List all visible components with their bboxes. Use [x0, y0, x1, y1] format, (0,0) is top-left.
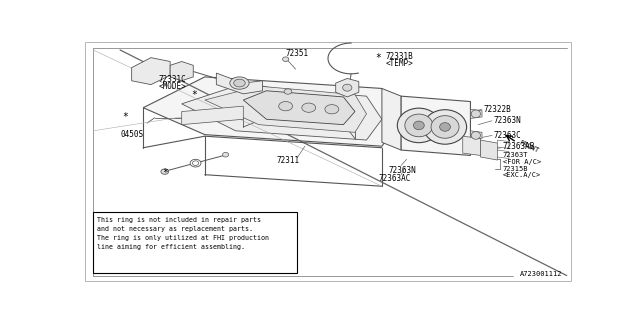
- Ellipse shape: [405, 114, 433, 137]
- Text: *: *: [163, 168, 168, 178]
- Polygon shape: [216, 73, 262, 94]
- Ellipse shape: [471, 110, 481, 118]
- Ellipse shape: [190, 159, 201, 167]
- Text: 72331B: 72331B: [386, 52, 413, 60]
- Polygon shape: [470, 109, 482, 118]
- Polygon shape: [463, 136, 481, 156]
- Polygon shape: [470, 131, 482, 140]
- Ellipse shape: [284, 89, 292, 94]
- Ellipse shape: [234, 79, 245, 87]
- Text: 72363AB: 72363AB: [503, 142, 535, 151]
- Text: FRONT: FRONT: [518, 139, 540, 153]
- Ellipse shape: [302, 103, 316, 112]
- Text: <TEMP>: <TEMP>: [386, 59, 413, 68]
- Polygon shape: [382, 88, 401, 150]
- Text: *: *: [192, 90, 198, 100]
- Text: 72331C: 72331C: [159, 75, 186, 84]
- Ellipse shape: [325, 105, 339, 114]
- Text: This ring is not included in repair parts
and not necessary as replacement parts: This ring is not included in repair part…: [97, 217, 269, 250]
- Polygon shape: [182, 86, 382, 140]
- Ellipse shape: [223, 152, 228, 157]
- Ellipse shape: [193, 161, 198, 165]
- Ellipse shape: [397, 108, 440, 143]
- Polygon shape: [132, 58, 170, 84]
- Polygon shape: [497, 150, 509, 158]
- Polygon shape: [497, 140, 509, 148]
- Text: 72322B: 72322B: [484, 105, 511, 114]
- Ellipse shape: [161, 169, 168, 174]
- Text: 72315B: 72315B: [503, 166, 528, 172]
- Text: 72363T: 72363T: [503, 152, 528, 158]
- Text: <MODE>: <MODE>: [159, 83, 186, 92]
- Text: <FOR A/C>: <FOR A/C>: [503, 159, 541, 164]
- Polygon shape: [170, 61, 193, 81]
- Polygon shape: [401, 96, 470, 156]
- Ellipse shape: [230, 77, 249, 89]
- Polygon shape: [182, 106, 243, 124]
- Polygon shape: [481, 140, 497, 160]
- Text: 72351: 72351: [285, 49, 308, 58]
- Ellipse shape: [283, 57, 289, 61]
- Text: 72363AC: 72363AC: [378, 174, 410, 183]
- Text: 0450S: 0450S: [120, 130, 143, 139]
- Bar: [93, 212, 297, 273]
- Polygon shape: [243, 91, 355, 124]
- Polygon shape: [143, 77, 401, 146]
- Text: 72363C: 72363C: [493, 131, 522, 140]
- Text: *: *: [375, 53, 381, 63]
- Ellipse shape: [431, 116, 459, 138]
- Polygon shape: [205, 86, 367, 132]
- Text: A723001112: A723001112: [520, 271, 563, 277]
- Text: <EXC.A/C>: <EXC.A/C>: [503, 172, 541, 179]
- Ellipse shape: [440, 123, 451, 131]
- Text: *: *: [122, 112, 128, 122]
- Text: 72363N: 72363N: [388, 166, 416, 175]
- Ellipse shape: [471, 132, 481, 139]
- Ellipse shape: [279, 101, 292, 111]
- Text: 72363N: 72363N: [493, 116, 522, 125]
- Text: 72311: 72311: [276, 156, 300, 164]
- Ellipse shape: [413, 121, 424, 130]
- Ellipse shape: [342, 84, 352, 91]
- Ellipse shape: [424, 110, 467, 144]
- Polygon shape: [336, 78, 359, 97]
